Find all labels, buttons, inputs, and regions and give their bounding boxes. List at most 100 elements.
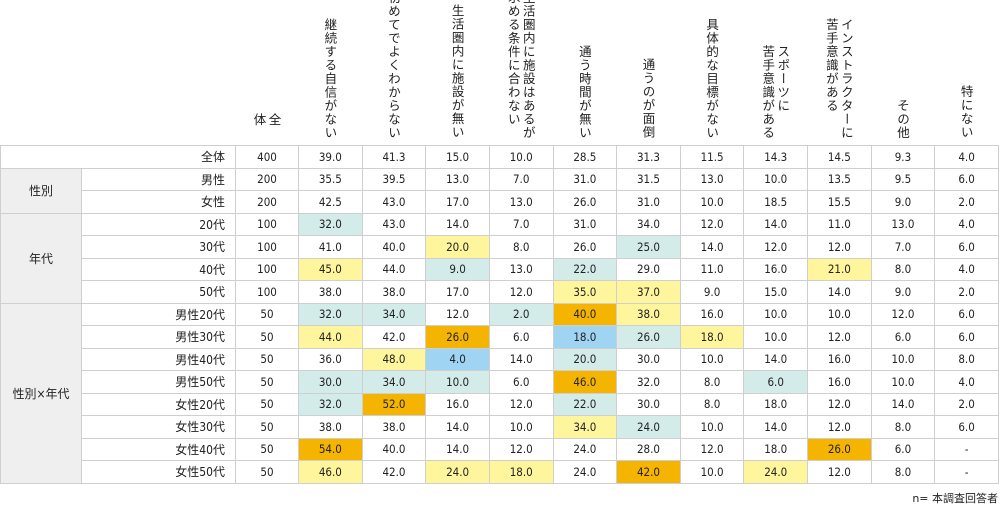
column-header-label: その他: [895, 98, 911, 140]
value-cell: 14.0: [679, 235, 745, 259]
value-cell: 26.0: [552, 235, 618, 259]
sample-size: 100: [235, 257, 300, 281]
column-header-label: インストラクターに 苦手意識がある: [823, 17, 854, 140]
value-cell: 6.0: [870, 437, 936, 461]
table-row: 女性40代 50 54.0 40.0 14.0 12.0 24.0 28.0 12.0 18.0 2…: [1, 437, 999, 461]
value-cell: 18.0: [743, 392, 809, 416]
value-cell: 24.0: [616, 415, 681, 439]
value-cell: 40.0: [361, 437, 427, 461]
value-cell: 6.0: [934, 235, 999, 259]
value-cell: 42.0: [361, 325, 427, 349]
value-cell: 16.0: [807, 370, 872, 394]
value-cell: 9.0: [425, 257, 490, 281]
value-cell: 8.0: [870, 460, 936, 484]
value-cell: 10.0: [807, 302, 872, 326]
column-header-label: 特にない: [958, 85, 974, 139]
value-cell: 22.0: [552, 392, 618, 416]
value-cell: 4.0: [425, 347, 490, 371]
value-cell: 18.0: [488, 460, 554, 484]
value-cell: 42.5: [298, 190, 363, 214]
value-cell: 12.0: [807, 325, 872, 349]
value-cell: 39.5: [361, 167, 427, 191]
column-header-total-label: 全 体: [251, 112, 282, 140]
value-cell: 2.0: [934, 280, 999, 304]
sample-size: 50: [235, 370, 300, 394]
value-cell: 38.0: [298, 415, 363, 439]
value-cell: 4.0: [934, 370, 999, 394]
sample-size: 50: [235, 302, 300, 326]
value-cell: 6.0: [743, 370, 809, 394]
value-cell: 8.0: [679, 392, 745, 416]
value-cell: 36.0: [298, 347, 363, 371]
value-cell: 11.5: [679, 145, 745, 169]
value-cell: 24.0: [743, 460, 809, 484]
column-header-label: 生活圏内に施設はあるが 求める条件に合わない: [505, 0, 536, 139]
value-cell: 32.0: [298, 212, 363, 236]
sample-size: 50: [235, 415, 300, 439]
value-cell: 10.0: [743, 167, 809, 191]
value-cell: 16.0: [425, 392, 490, 416]
value-cell: 45.0: [298, 257, 363, 281]
value-cell: 12.0: [807, 460, 872, 484]
value-cell: 34.0: [616, 212, 681, 236]
value-cell: 35.5: [298, 167, 363, 191]
value-cell: 32.0: [298, 392, 363, 416]
value-cell: 15.0: [743, 280, 809, 304]
sample-size: 50: [235, 325, 300, 349]
value-cell: 7.0: [488, 212, 554, 236]
row-label: 女性50代: [80, 460, 237, 484]
table-row: 性別 男性 200 35.5 39.5 13.0 7.0 31.0 31.5 13.0 10.0 13…: [0, 167, 999, 214]
value-cell: 26.0: [807, 437, 872, 461]
value-cell: 13.0: [425, 167, 490, 191]
value-cell: 6.0: [488, 370, 554, 394]
value-cell: 12.0: [807, 235, 872, 259]
value-cell: 52.0: [361, 392, 427, 416]
value-cell: 10.0: [870, 370, 936, 394]
value-cell: 25.0: [616, 235, 681, 259]
value-cell: 35.0: [552, 280, 618, 304]
value-cell: 10.0: [870, 347, 936, 371]
value-cell: 13.0: [679, 167, 745, 191]
value-cell: 10.0: [679, 415, 745, 439]
value-cell: 41.3: [361, 145, 427, 169]
value-cell: 38.0: [361, 415, 427, 439]
value-cell: 6.0: [934, 302, 999, 326]
value-cell: 15.5: [807, 190, 872, 214]
value-cell: -: [934, 437, 999, 461]
value-cell: 41.0: [298, 235, 363, 259]
value-cell: 14.0: [425, 437, 490, 461]
column-header: 生活圏内に施設が無い: [425, 0, 489, 145]
value-cell: 11.0: [679, 257, 745, 281]
sample-size: 50: [235, 460, 300, 484]
row-label: 50代: [80, 280, 237, 304]
value-cell: 31.0: [616, 190, 681, 214]
table-row: 男性50代 50 30.0 34.0 10.0 6.0 46.0 32.0 8.0 6.0 16.0…: [1, 370, 999, 394]
value-cell: 26.0: [552, 190, 618, 214]
value-cell: 28.5: [552, 145, 618, 169]
value-cell: 9.0: [870, 280, 936, 304]
table-row: 年代 20代 100 32.0 43.0 14.0 7.0 31.0 34.0 12.0 14.0 1…: [0, 212, 999, 304]
column-header: 具体的な目標がない: [680, 0, 744, 145]
value-cell: 54.0: [298, 437, 363, 461]
value-cell: 17.0: [425, 280, 490, 304]
column-header: 初めてでよくわからない: [362, 0, 426, 145]
sample-size: 100: [235, 212, 300, 236]
value-cell: 26.0: [616, 325, 681, 349]
value-cell: 34.0: [361, 370, 427, 394]
table-row: 性別×年代 男性20代 50 32.0 34.0 12.0 2.0 40.0 38.0 16.0 1…: [0, 302, 999, 484]
table-row: 50代 100 38.0 38.0 17.0 12.0 35.0 37.0 9.0 15.0 14.…: [1, 280, 999, 304]
value-cell: 38.0: [298, 280, 363, 304]
table-row: 女性50代 50 46.0 42.0 24.0 18.0 24.0 42.0 10.0 24.0 1…: [1, 460, 999, 484]
value-cell: 10.0: [679, 460, 745, 484]
value-cell: 14.0: [425, 212, 490, 236]
value-cell: 22.0: [552, 257, 618, 281]
value-cell: 2.0: [488, 302, 554, 326]
column-header: スポーツに 苦手意識がある: [743, 0, 807, 145]
value-cell: 40.0: [552, 302, 618, 326]
value-cell: 26.0: [425, 325, 490, 349]
value-cell: 34.0: [361, 302, 427, 326]
table-row: 女性 200 42.5 43.0 17.0 13.0 26.0 31.0 10.0 18.5 15.…: [1, 190, 999, 214]
sample-size: 50: [235, 347, 300, 371]
value-cell: 12.0: [807, 415, 872, 439]
table-row: 男性40代 50 36.0 48.0 4.0 14.0 20.0 30.0 10.0 14.0 16…: [1, 347, 999, 371]
